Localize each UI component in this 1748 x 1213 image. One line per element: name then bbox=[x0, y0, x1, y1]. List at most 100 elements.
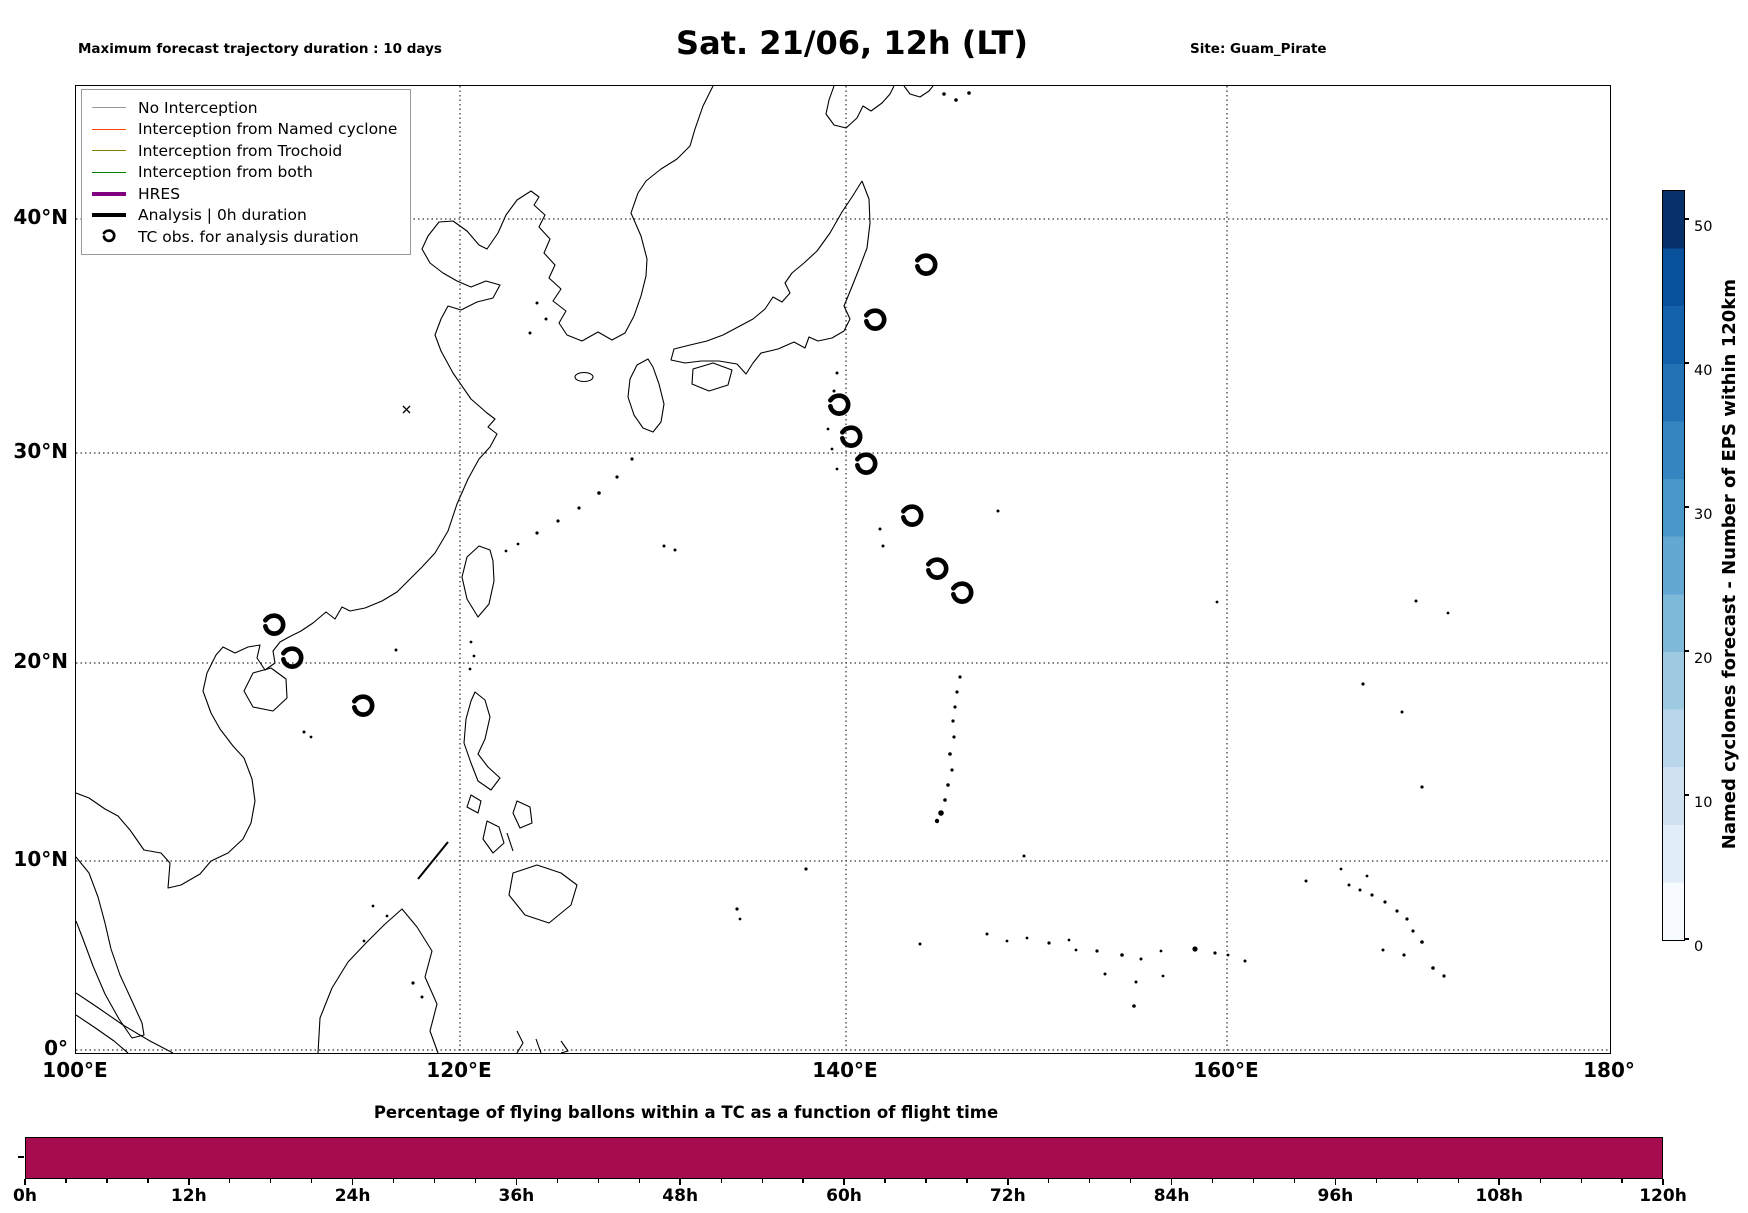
tc-obs-marker bbox=[953, 584, 971, 602]
xaxis-major-tick bbox=[1170, 1179, 1173, 1185]
xaxis-tick-label: 48h bbox=[662, 1186, 699, 1206]
xaxis-tick-label: 24h bbox=[334, 1186, 371, 1206]
legend-item-label: Interception from Trochoid bbox=[138, 141, 343, 160]
legend-line-sample bbox=[92, 107, 126, 109]
legend-item-label: Analysis | 0h duration bbox=[138, 206, 307, 225]
xaxis-minor-tick bbox=[1130, 1179, 1132, 1183]
xaxis-major-tick bbox=[1498, 1179, 1500, 1185]
tc-obs-markers bbox=[265, 256, 971, 715]
xaxis-minor-tick bbox=[966, 1179, 968, 1183]
xaxis-tick-label: 120h bbox=[1639, 1186, 1687, 1206]
tc-obs-marker bbox=[928, 560, 946, 578]
colorbar-tick bbox=[1684, 650, 1689, 652]
xaxis-minor-tick bbox=[1621, 1179, 1623, 1183]
xaxis-minor-tick bbox=[1048, 1179, 1050, 1183]
xaxis-tick-label: 108h bbox=[1475, 1186, 1523, 1206]
xaxis-major-tick bbox=[188, 1179, 190, 1185]
colorbar-tick-label: 0 bbox=[1694, 939, 1704, 955]
xaxis-minor-tick bbox=[106, 1179, 108, 1183]
tc-obs-marker bbox=[265, 616, 283, 634]
tc-obs-marker bbox=[917, 256, 935, 274]
tc-obs-marker bbox=[283, 649, 301, 667]
colorbar-tick-label: 20 bbox=[1694, 650, 1713, 667]
legend-item: Analysis | 0h duration bbox=[92, 205, 400, 227]
bottom-chart-title: Percentage of flying ballons within a TC… bbox=[373, 1103, 999, 1122]
island-dots bbox=[302, 91, 1450, 1008]
xaxis-tick-label: 12h bbox=[170, 1186, 207, 1206]
xaxis-major-tick bbox=[843, 1179, 845, 1185]
lat-tick-label: 40°N bbox=[13, 205, 68, 229]
figure-title: Sat. 21/06, 12h (LT) bbox=[676, 24, 1028, 62]
lon-tick-label: 180° bbox=[1583, 1058, 1635, 1082]
colorbar-label: Named cyclones forecast - Number of EPS … bbox=[1718, 279, 1740, 850]
colorbar-tick bbox=[1684, 362, 1689, 364]
legend-item: HRES bbox=[92, 183, 400, 205]
xaxis-tick-label: 36h bbox=[498, 1186, 535, 1206]
xaxis-minor-tick bbox=[433, 1179, 436, 1183]
xaxis-tick-label: 72h bbox=[989, 1186, 1026, 1206]
site-text: Site: Guam_Pirate bbox=[1190, 41, 1327, 57]
xaxis-minor-tick bbox=[1416, 1179, 1418, 1183]
xaxis-major-tick bbox=[679, 1179, 681, 1185]
tc-obs-marker bbox=[903, 507, 921, 525]
legend-item: Interception from both bbox=[92, 162, 400, 184]
colorbar-tick bbox=[1684, 218, 1689, 220]
xaxis-minor-tick bbox=[1539, 1179, 1541, 1183]
lat-tick-label: 0° bbox=[44, 1036, 68, 1060]
colorbar-tick bbox=[1684, 938, 1689, 940]
xaxis-minor-tick bbox=[720, 1179, 722, 1183]
legend-item: TC obs. for analysis duration bbox=[92, 226, 400, 248]
colorbar bbox=[1662, 190, 1685, 941]
graticule bbox=[76, 86, 1610, 1053]
xaxis-minor-tick bbox=[1293, 1179, 1296, 1183]
legend-line-sample bbox=[92, 171, 126, 173]
legend-line-sample bbox=[92, 191, 126, 196]
legend-rows: No Interception Interception from Named c… bbox=[92, 97, 400, 248]
xaxis-tick-label: 60h bbox=[826, 1186, 862, 1206]
xaxis-major-tick bbox=[1334, 1179, 1337, 1185]
lon-tick-label: 100°E bbox=[42, 1058, 108, 1082]
balloon-percentage-bar bbox=[25, 1137, 1663, 1179]
xaxis-major-tick bbox=[515, 1179, 518, 1185]
legend-item-label: Interception from both bbox=[138, 163, 313, 182]
xaxis-minor-tick bbox=[1375, 1179, 1378, 1183]
lat-tick-label: 30°N bbox=[13, 439, 68, 463]
coastlines bbox=[76, 86, 934, 1053]
max-duration-text: Maximum forecast trajectory duration : 1… bbox=[78, 41, 442, 57]
xaxis-major-tick bbox=[1662, 1179, 1664, 1185]
xaxis-minor-tick bbox=[392, 1179, 395, 1183]
tc-obs-icon bbox=[92, 229, 126, 244]
xaxis-major-tick bbox=[351, 1179, 354, 1185]
xaxis-tick-label: 84h bbox=[1153, 1186, 1190, 1206]
colorbar-ticks: 0 10 20 30 40 50 bbox=[1684, 190, 1724, 955]
xaxis-minor-tick bbox=[311, 1179, 313, 1183]
xaxis-minor-tick bbox=[1252, 1179, 1255, 1183]
xaxis-minor-tick bbox=[1211, 1179, 1214, 1183]
tc-obs-marker bbox=[857, 455, 875, 473]
xaxis-minor-tick bbox=[597, 1179, 599, 1183]
lat-tick-label: 20°N bbox=[13, 649, 68, 673]
xaxis-minor-tick bbox=[802, 1179, 804, 1183]
tc-obs-marker bbox=[830, 396, 848, 414]
xaxis-tick-label: 0h bbox=[13, 1186, 37, 1206]
xaxis-minor-tick bbox=[270, 1179, 272, 1183]
colorbar-tick-label: 50 bbox=[1694, 218, 1713, 235]
bottom-chart-xaxis: 0h 12h 24h 36h 48h 60h 72h 84h 96h 108h 120h bbox=[13, 1179, 1687, 1213]
xaxis-minor-tick bbox=[147, 1179, 149, 1183]
legend-item: Interception from Named cyclone bbox=[92, 119, 400, 141]
colorbar-tick-label: 40 bbox=[1694, 362, 1713, 379]
legend-line-sample bbox=[92, 150, 126, 152]
legend-item: Interception from Trochoid bbox=[92, 140, 400, 162]
legend-item-label: TC obs. for analysis duration bbox=[138, 227, 359, 246]
xaxis-minor-tick bbox=[638, 1179, 640, 1183]
lon-tick-label: 120°E bbox=[426, 1058, 492, 1082]
xaxis-minor-tick bbox=[1580, 1179, 1582, 1183]
legend-item-label: Interception from Named cyclone bbox=[138, 120, 398, 139]
xaxis-minor-tick bbox=[474, 1179, 477, 1183]
map-legend: No Interception Interception from Named c… bbox=[81, 89, 411, 255]
tc-obs-marker bbox=[842, 428, 860, 446]
legend-item-label: No Interception bbox=[138, 98, 258, 117]
xaxis-minor-tick bbox=[65, 1179, 67, 1183]
legend-line-sample bbox=[92, 213, 126, 218]
